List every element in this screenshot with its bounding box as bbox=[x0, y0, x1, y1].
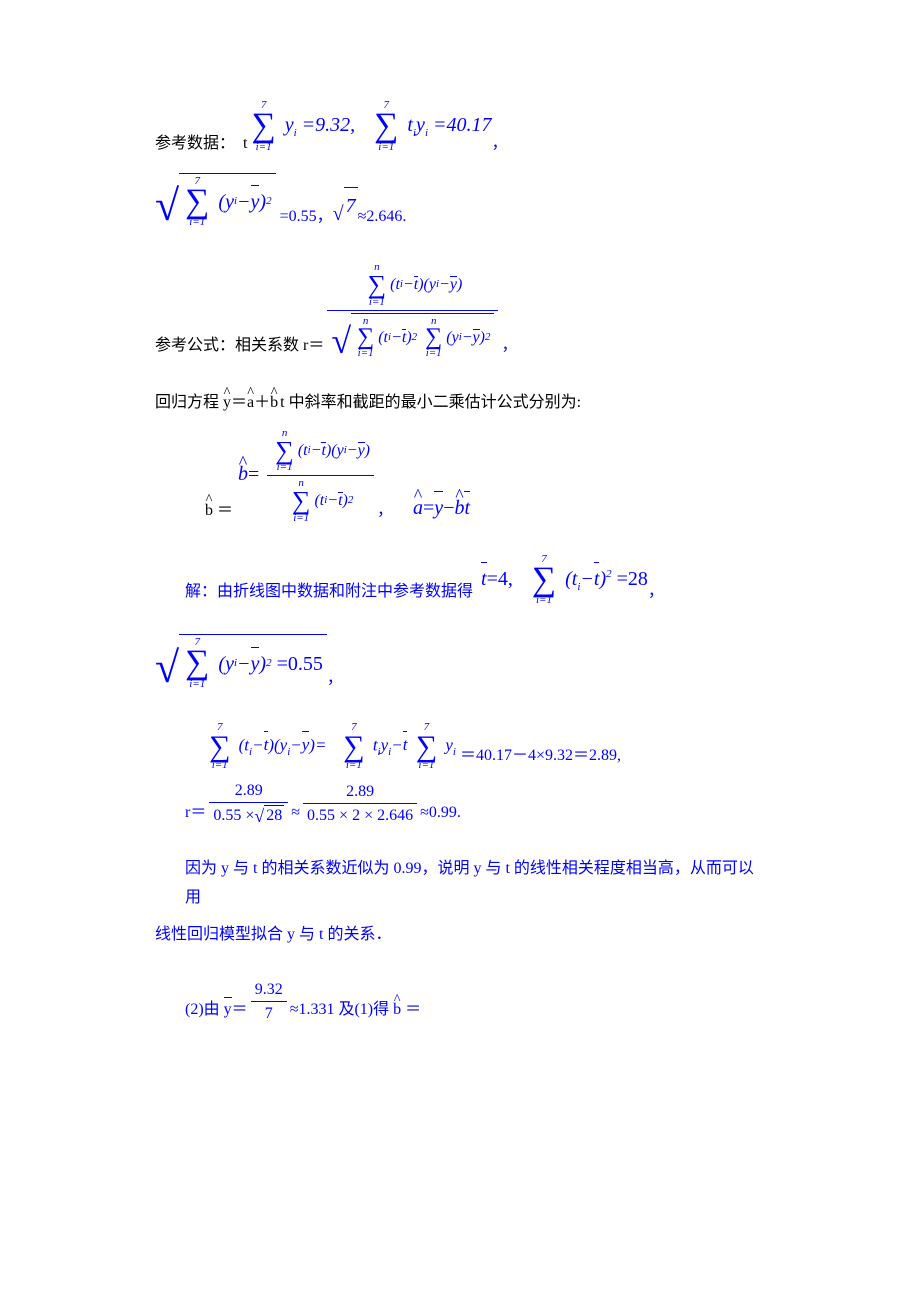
solution-text: 由折线图中数据和附注中参考数据得 bbox=[217, 578, 473, 607]
conclusion-line-2: 线性回归模型拟合 y 与 t 的关系． bbox=[155, 921, 765, 950]
sqrt-sum-y: √ 7 ∑ i=1 (yi−y)2 bbox=[155, 173, 276, 229]
sum-yi-formula: 7 ∑ i=1 yi =9.32, 7 ∑ i=1 tiyi =40.17 bbox=[247, 100, 491, 153]
sqrt-val: =0.55， bbox=[280, 203, 333, 232]
regression-label: 回归方程 bbox=[155, 389, 219, 418]
ref-formula-label: 参考公式：相关系数 r＝ bbox=[155, 332, 324, 361]
sqrt-line: √ 7 ∑ i=1 (yi−y)2 =0.55， √ 7 ≈2.646. bbox=[155, 173, 765, 233]
regression-text-line: 回归方程 y ＝ a ＋ b t 中斜率和截距的最小二乘估计公式分别为: bbox=[155, 389, 765, 418]
reference-data-line: 参考数据： t 7 ∑ i=1 yi =9.32, 7 ∑ i=1 tiyi =… bbox=[155, 100, 765, 153]
r-fraction: n ∑ i=1 (ti−t)(yi−y) √ n ∑ i=1 ( bbox=[327, 260, 498, 361]
solution-line: 解： 由折线图中数据和附注中参考数据得 t=4, 7 ∑ i=1 (ti−t)2… bbox=[155, 554, 765, 607]
r-final: ≈0.99. bbox=[420, 799, 461, 828]
part2-prefix: (2)由 bbox=[185, 996, 220, 1025]
b-hat-formula-line: b ＝ b= n ∑ i=1 (ti−t)(yi−y) n ∑ i=1 (ti−… bbox=[155, 426, 765, 526]
sum-diff-line: 7 ∑ i=1 (ti−t)(yi−y)= 7 ∑ i=1 tiyi−t 7 ∑… bbox=[155, 722, 765, 771]
tiyi-term: tiyi bbox=[407, 114, 428, 136]
comma-1: ， bbox=[492, 129, 508, 153]
r-eq: r＝ bbox=[185, 799, 206, 828]
yi-term: yi bbox=[285, 114, 297, 136]
sum-ty-val: =40.17 bbox=[433, 114, 492, 136]
sqrt7: √ 7 bbox=[333, 187, 358, 232]
a-hat-formula: a=y−bt bbox=[413, 490, 470, 526]
sqrt-final-line: √ 7 ∑ i=1 (yi−y)2 =0.55 ， bbox=[155, 634, 765, 694]
b-hat-fraction: n ∑ i=1 (ti−t)(yi−y) n ∑ i=1 (ti−t)2 bbox=[267, 426, 374, 526]
correlation-formula-line: 参考公式：相关系数 r＝ n ∑ i=1 (ti−t)(yi−y) √ n bbox=[155, 260, 765, 361]
ref-data-label: 参考数据： bbox=[155, 129, 235, 153]
regression-suffix: t 中斜率和截距的最小二乘估计公式分别为: bbox=[280, 389, 581, 418]
r-calculation-line: r＝ 2.89 0.55 × √ 28 ≈ 2.89 0.55 × 2 × 2.… bbox=[155, 779, 765, 827]
part2-approx: ≈1.331 及(1)得 bbox=[290, 996, 389, 1025]
sum-y-val: =9.32, bbox=[302, 114, 356, 136]
sqrt7-approx: ≈2.646. bbox=[358, 203, 407, 232]
part2-line: (2)由 y＝ 9.32 7 ≈1.331 及(1)得 b ＝ bbox=[155, 978, 765, 1025]
solution-label: 解： bbox=[185, 578, 217, 607]
conclusion-line-1: 因为 y 与 t 的相关系数近似为 0.99，说明 y 与 t 的线性相关程度相… bbox=[155, 855, 765, 913]
sum-diff-result: ＝40.17－4×9.32＝2.89, bbox=[460, 742, 621, 771]
